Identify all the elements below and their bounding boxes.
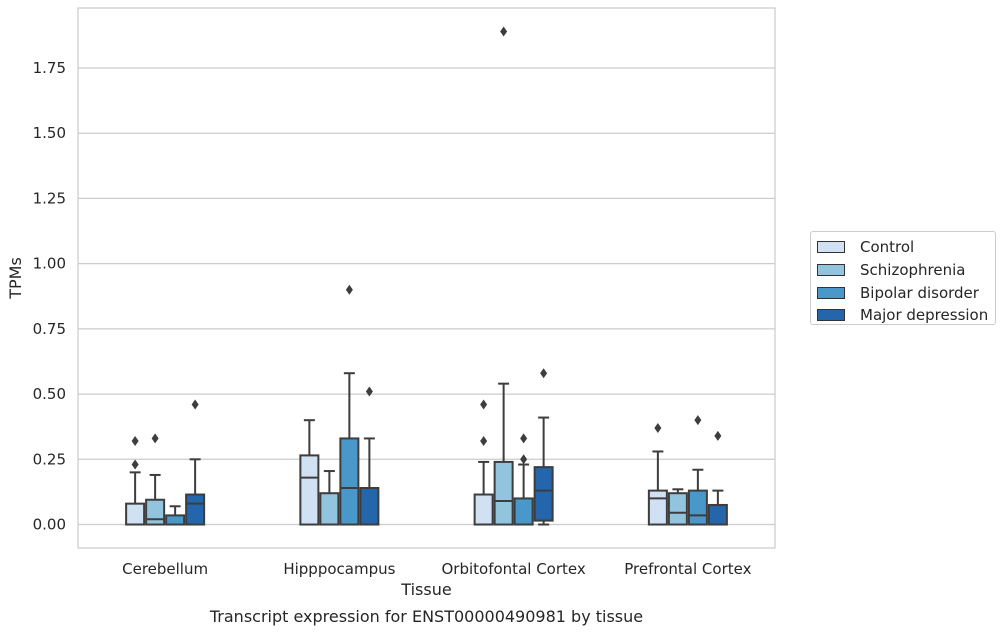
- x-tick-label: Prefrontal Cortex: [624, 560, 751, 578]
- box-bipolar-disorder: [687, 415, 708, 526]
- y-tick-label: 0.75: [33, 320, 66, 338]
- y-tick-labels: 0.00 0.25 0.50 0.75 1.00 1.25 1.50 1.75: [33, 59, 66, 534]
- outlier-point: [191, 399, 199, 410]
- legend-label: Bipolar disorder: [860, 283, 979, 302]
- box-body: [145, 498, 166, 526]
- plot-frame: [77, 7, 776, 549]
- box-body: [125, 502, 146, 526]
- box-major-depression: [185, 399, 206, 526]
- y-tick-label: 0.50: [33, 385, 66, 403]
- box-schizophrenia: [319, 470, 340, 526]
- box-body: [473, 493, 494, 526]
- x-axis-title: Tissue: [400, 580, 451, 599]
- box-control: [125, 436, 146, 526]
- box-major-depression: [707, 430, 728, 526]
- box-body: [707, 503, 728, 526]
- y-tick-label: 1.00: [33, 255, 66, 273]
- outlier-point: [694, 415, 702, 426]
- box-control: [473, 399, 494, 526]
- outlier-point: [365, 386, 373, 397]
- box-body: [319, 492, 340, 526]
- legend: Control Schizophrenia Bipolar disorder Majo…: [810, 231, 996, 325]
- box-major-depression: [533, 368, 554, 526]
- outlier-point: [520, 433, 528, 444]
- box-bipolar-disorder: [513, 433, 534, 526]
- box-schizophrenia: [493, 26, 514, 526]
- outlier-point: [151, 433, 159, 444]
- box-body: [533, 466, 554, 522]
- legend-item: Control: [817, 236, 995, 259]
- chart-caption: Transcript expression for ENST0000049098…: [209, 607, 643, 626]
- box-schizophrenia: [667, 488, 688, 526]
- box-body: [647, 489, 668, 526]
- legend-label: Schizophrenia: [860, 261, 966, 280]
- legend-swatch: [817, 264, 845, 277]
- y-tick-label: 1.25: [33, 189, 66, 207]
- box-body: [359, 487, 380, 526]
- x-tick-label: Hipppocampus: [283, 560, 395, 578]
- y-tick-label: 1.50: [33, 124, 66, 142]
- y-tick-label: 0.25: [33, 450, 66, 468]
- box-body: [493, 460, 514, 526]
- box-body: [667, 492, 688, 526]
- y-tick-label: 0.00: [33, 516, 66, 534]
- box-bipolar-disorder: [165, 505, 186, 526]
- outlier-point: [131, 459, 139, 470]
- box-body: [513, 497, 534, 526]
- outlier-point: [540, 368, 548, 379]
- box-body: [165, 514, 186, 526]
- box-control: [647, 423, 668, 526]
- box-bipolar-disorder: [339, 284, 360, 526]
- outlier-point: [480, 436, 488, 447]
- legend-label: Control: [860, 238, 915, 257]
- box-plot-series: [125, 26, 728, 526]
- grid-lines: [78, 67, 775, 526]
- box-schizophrenia: [145, 433, 166, 526]
- x-tick-labels: Cerebellum Hipppocampus Orbitofontal Corte…: [122, 560, 751, 578]
- box-body: [185, 493, 206, 526]
- outlier-point: [131, 436, 139, 447]
- outlier-point: [500, 26, 508, 37]
- outlier-point: [714, 430, 722, 441]
- legend-item: Major depression: [817, 304, 995, 327]
- box-control: [299, 419, 320, 526]
- outlier-point: [345, 284, 353, 295]
- legend-item: Bipolar disorder: [817, 281, 995, 304]
- legend-label: Major depression: [860, 306, 989, 325]
- x-tick-label: Cerebellum: [122, 560, 208, 578]
- legend-swatch: [817, 286, 845, 299]
- x-tick-label: Orbitofontal Cortex: [442, 560, 586, 578]
- outlier-point: [654, 423, 662, 433]
- box-major-depression: [359, 386, 380, 526]
- outlier-point: [480, 399, 488, 410]
- y-axis-title: TPMs: [6, 257, 25, 300]
- outlier-point: [520, 454, 528, 465]
- box-body: [339, 437, 360, 526]
- legend-swatch: [817, 241, 845, 254]
- y-tick-label: 1.75: [33, 59, 66, 77]
- box-body: [299, 454, 320, 526]
- legend-swatch: [817, 309, 845, 322]
- legend-item: Schizophrenia: [817, 259, 995, 282]
- box-body: [687, 489, 708, 526]
